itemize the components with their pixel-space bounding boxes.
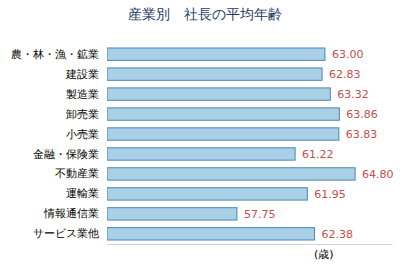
bar <box>107 68 322 80</box>
y-tick: 金融・保険業 <box>33 148 107 161</box>
data-label: 61.95 <box>314 188 346 201</box>
y-tick-label: 製造業 <box>66 88 99 101</box>
y-tick: 建設業 <box>65 68 107 81</box>
data-labels: 63.00 62.83 63.32 63.86 63.83 61.22 64.80 61.95… <box>244 48 394 241</box>
bar <box>107 108 339 120</box>
data-label: 64.80 <box>362 168 394 181</box>
y-tick: サービス業他 <box>33 227 107 240</box>
y-tick-label: サービス業他 <box>33 227 99 240</box>
y-tick-label: 不動産業 <box>55 167 99 180</box>
data-label: 63.32 <box>337 88 369 101</box>
data-label: 57.75 <box>244 208 275 221</box>
y-tick-label: 農・林・漁・鉱業 <box>11 48 99 61</box>
x-axis-label: (歳) <box>314 248 334 261</box>
y-tick: 卸売業 <box>66 108 107 121</box>
y-tick: 情報通信業 <box>43 207 107 220</box>
y-tick-label: 小売業 <box>66 128 99 141</box>
bar <box>107 48 325 60</box>
data-label: 63.86 <box>346 108 378 121</box>
data-label: 61.22 <box>302 148 334 161</box>
y-tick-label: 金融・保険業 <box>33 148 99 161</box>
bars <box>107 48 355 240</box>
x-axis-line <box>108 244 393 245</box>
y-tick: 製造業 <box>66 88 107 101</box>
y-tick: 運輸業 <box>66 187 107 200</box>
y-tick: 農・林・漁・鉱業 <box>11 48 107 61</box>
bar <box>107 148 295 160</box>
data-label: 62.38 <box>322 228 354 241</box>
title: 産業別 社長の平均年齢 <box>128 6 282 22</box>
y-tick-label: 建設業 <box>65 68 99 81</box>
bar <box>107 228 315 240</box>
y-tick: 不動産業 <box>55 167 107 180</box>
data-label: 62.83 <box>329 68 361 81</box>
y-tick: 小売業 <box>66 128 107 141</box>
data-label: 63.83 <box>346 128 378 141</box>
bar <box>107 128 339 140</box>
y-axis: 農・林・漁・鉱業建設業製造業卸売業小売業金融・保険業不動産業運輸業情報通信業サー… <box>11 48 107 241</box>
data-label: 63.00 <box>332 48 364 61</box>
bar <box>107 168 355 180</box>
chart: 産業別 社長の平均年齢農・林・漁・鉱業建設業製造業卸売業小売業金融・保険業不動産… <box>0 0 410 272</box>
y-tick-label: 情報通信業 <box>43 207 99 220</box>
y-tick-label: 卸売業 <box>66 108 99 121</box>
bar <box>107 188 307 200</box>
y-tick-label: 運輸業 <box>66 187 99 200</box>
bar <box>107 88 330 100</box>
x-axis <box>108 244 393 245</box>
bar <box>107 208 237 220</box>
